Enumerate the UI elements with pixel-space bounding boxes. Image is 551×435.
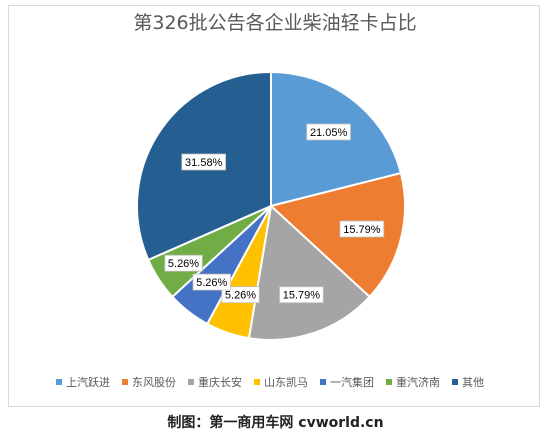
data-label: 15.79% (283, 290, 321, 302)
legend-label: 重汽济南 (396, 375, 440, 389)
legend-label: 其他 (462, 376, 484, 389)
legend-label: 一汽集团 (330, 375, 374, 389)
legend-label: 上汽跃进 (66, 375, 110, 389)
data-label: 31.58% (185, 157, 223, 169)
legend-swatch (254, 379, 260, 385)
legend-swatch (188, 379, 194, 385)
pie-slice (268, 171, 406, 299)
data-labels: 21.05%15.79%15.79%5.26%5.26%5.26%31.58% (164, 123, 385, 304)
legend-label: 东风股份 (132, 376, 176, 389)
data-label-box (181, 153, 227, 171)
legend-label: 重庆长安 (198, 375, 242, 389)
data-label: 5.26% (196, 277, 227, 289)
data-label-box (279, 286, 324, 304)
pie-slice (247, 204, 371, 341)
legend: 上汽跃进 东风股份 重庆长安 山东凯马 一汽集团 重汽济南 其他 (56, 375, 484, 389)
data-label: 15.79% (343, 224, 381, 236)
data-label-box (221, 286, 260, 304)
legend-swatch (386, 379, 392, 385)
data-label: 21.05% (310, 127, 348, 139)
legend-swatch (452, 379, 458, 385)
data-label-box (339, 220, 385, 238)
data-label-box (164, 254, 203, 272)
legend-swatch (56, 379, 62, 385)
pie-slices (136, 70, 406, 341)
legend-label: 山东凯马 (264, 376, 308, 389)
data-label-box (306, 123, 351, 141)
data-label: 5.26% (168, 258, 199, 270)
data-label-box (192, 273, 231, 291)
image-credit: 制图：第一商用车网 cvworld.cn (167, 415, 384, 431)
legend-swatch (320, 379, 326, 385)
legend-swatch (122, 379, 128, 385)
chart-title: 第326批公告各企业柴油轻卡占比 (133, 12, 416, 34)
data-label: 5.26% (225, 290, 256, 302)
